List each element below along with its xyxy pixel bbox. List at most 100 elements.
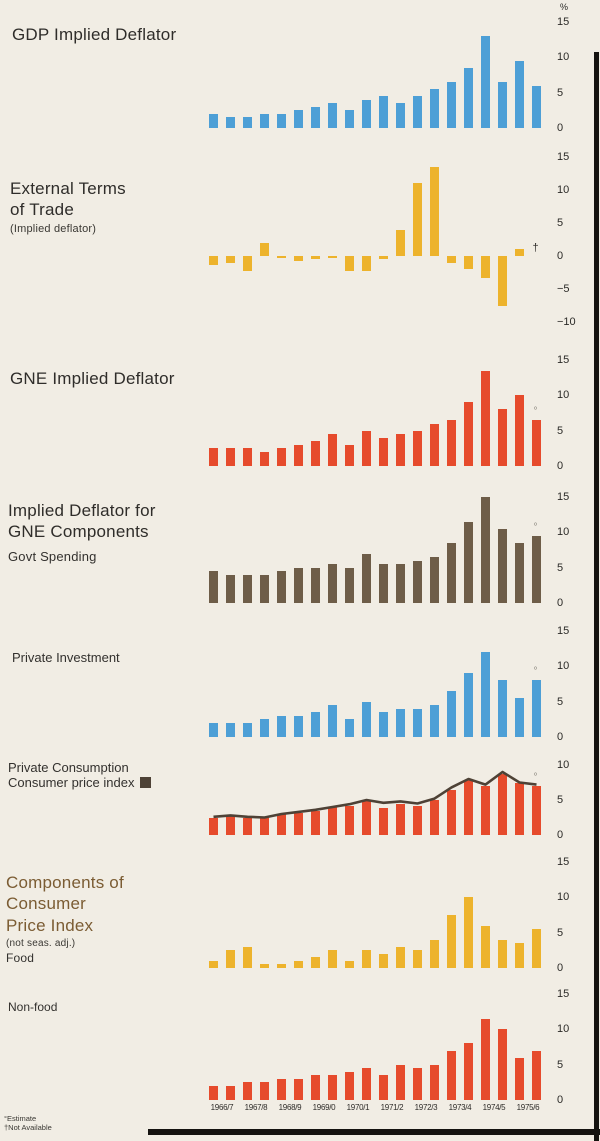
govt-spending-deflator-bar <box>464 521 473 603</box>
govt-spending-deflator-bar <box>498 528 507 603</box>
private-investment-deflator-bar <box>396 708 405 737</box>
gdp-implied-deflator-bar <box>447 82 456 128</box>
cpi-food-bar <box>311 957 320 968</box>
private-investment-deflator-bar <box>277 715 286 737</box>
gdp-implied-deflator-bar <box>328 103 337 128</box>
private-consumption-label: Private Consumption <box>8 760 129 775</box>
cpi-food-bar <box>379 953 388 968</box>
cpi-non-food-bar <box>447 1050 456 1100</box>
private-investment-deflator-bar <box>260 719 269 737</box>
external-terms-of-trade-bar <box>362 256 371 272</box>
consumer-price-index-line <box>213 770 537 819</box>
private-consumption-deflator-bar <box>481 786 490 835</box>
external-terms-of-trade-bar <box>328 256 337 258</box>
private-consumption-deflator-bar <box>294 812 303 835</box>
cpi-components-title-line3: Price Index <box>6 915 94 935</box>
y-axis-tick: −10 <box>557 316 576 328</box>
y-axis-tick: 5 <box>557 217 564 229</box>
gne-implied-deflator-bar <box>447 420 456 466</box>
private-consumption-deflator-bar <box>396 803 405 835</box>
private-investment-deflator-bar <box>430 705 439 737</box>
y-axis-tick: 0 <box>557 597 564 609</box>
private-consumption-deflator-bar <box>243 817 252 835</box>
cpi-food-bar <box>260 964 269 968</box>
cpi-legend-swatch-icon <box>140 777 152 788</box>
y-axis-tick: 10 <box>557 51 570 64</box>
cpi-non-food-bar <box>226 1085 235 1100</box>
y-axis-tick: 10 <box>557 389 570 402</box>
x-axis-label: 1970/1 <box>346 1103 370 1112</box>
external-terms-of-trade-bar <box>277 256 286 258</box>
gne-implied-deflator-bar <box>396 434 405 466</box>
y-axis-tick: 0 <box>557 460 564 472</box>
y-axis-tick: 10 <box>557 891 570 904</box>
external-terms-of-trade-bar <box>481 256 490 278</box>
gdp-implied-deflator-bar <box>311 106 320 128</box>
y-axis-tick: 5 <box>557 926 564 939</box>
external-terms-of-trade-bar <box>430 166 439 256</box>
private-investment-deflator-bar <box>345 719 354 737</box>
govt-spending-deflator-bar <box>345 567 354 603</box>
private-consumption-deflator-bar <box>345 805 354 835</box>
y-axis-tick: 5 <box>557 695 564 708</box>
footnotes: °Estimate †Not Available <box>4 1114 52 1132</box>
private-consumption-block: Private Consumption Consumer price index <box>8 760 152 790</box>
x-axis-label: 1972/3 <box>414 1103 438 1112</box>
cpi-food-bar <box>209 960 218 968</box>
gne-implied-deflator-bar <box>209 448 218 466</box>
private-investment-deflator-bar <box>498 680 507 737</box>
external-terms-of-trade-bar <box>379 256 388 260</box>
gne-implied-deflator-bar <box>481 370 490 466</box>
x-axis-year-labels: 1966/7 1967/8 1968/9 1969/0 1970/1 1971/… <box>205 1103 545 1112</box>
private-consumption-deflator-bar <box>532 786 541 835</box>
private-investment-label: Private Investment <box>12 650 120 665</box>
private-investment-deflator-bar <box>362 701 371 737</box>
cpi-legend-label: Consumer price index <box>8 775 135 790</box>
private-investment-deflator-bar <box>243 722 252 737</box>
x-axis-label: 1975/6 <box>516 1103 540 1112</box>
private-investment-deflator-bar <box>515 698 524 737</box>
gne-components-title: Implied Deflator for GNE Components Govt… <box>8 500 156 565</box>
private-consumption-deflator-bar <box>379 808 388 835</box>
food-label: Food <box>6 951 35 966</box>
gne-implied-deflator-bar <box>498 409 507 466</box>
external-terms-of-trade-bar <box>294 256 303 262</box>
not-available-marker: † <box>532 242 539 254</box>
external-terms-of-trade-bar <box>311 256 320 260</box>
gne-implied-deflator-bar <box>260 451 269 466</box>
cpi-food-bar <box>277 964 286 968</box>
govt-spending-chart: 0 5 10 15 ° <box>205 491 569 609</box>
private-investment-deflator-bar <box>413 708 422 737</box>
govt-spending-deflator-bar <box>243 574 252 603</box>
gne-implied-deflator-bar <box>345 444 354 466</box>
gdp-implied-deflator-bar <box>396 103 405 128</box>
y-axis-tick: 5 <box>557 86 564 99</box>
y-axis-tick: 0 <box>557 731 564 743</box>
not-available-symbol: † <box>4 1123 9 1132</box>
cpi-non-food-bar <box>311 1075 320 1100</box>
cpi-food-bar <box>481 925 490 968</box>
gne-components-title-line1: Implied Deflator for <box>8 501 156 520</box>
private-investment-deflator-bar <box>379 712 388 737</box>
cpi-non-food-bar <box>413 1068 422 1100</box>
x-axis-label: 1971/2 <box>380 1103 404 1112</box>
govt-spending-deflator-bar <box>515 542 524 603</box>
gne-implied-deflator-bar <box>243 448 252 466</box>
gdp-deflator-title: GDP Implied Deflator <box>12 25 177 44</box>
private-investment-deflator-bar <box>209 722 218 737</box>
gne-implied-deflator-bar <box>328 434 337 466</box>
cpi-non-food-bar <box>532 1050 541 1100</box>
private-investment-deflator-bar <box>311 712 320 737</box>
cpi-non-food-bar <box>498 1029 507 1100</box>
gdp-implied-deflator-bar <box>362 99 371 128</box>
govt-spending-deflator-bar <box>430 557 439 603</box>
private-consumption-deflator-bar <box>430 800 439 835</box>
gdp-implied-deflator-bar <box>413 96 422 128</box>
private-consumption-deflator-bar <box>464 780 473 835</box>
gne-components-title-line2: GNE Components <box>8 522 149 542</box>
external-terms-of-trade-bar <box>209 256 218 265</box>
cpi-legend-row: Consumer price index <box>8 775 152 790</box>
cpi-food-bar <box>345 960 354 968</box>
govt-spending-deflator-bar <box>532 535 541 603</box>
estimate-marker: ° <box>533 772 538 783</box>
